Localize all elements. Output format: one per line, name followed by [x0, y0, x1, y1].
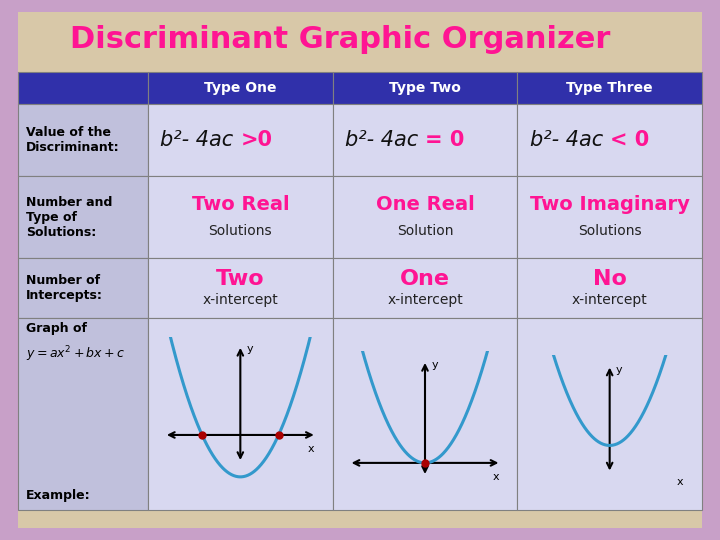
Bar: [333, 72, 518, 104]
Text: y: y: [247, 344, 253, 354]
Text: Type Three: Type Three: [567, 81, 653, 95]
Text: One Real: One Real: [376, 195, 474, 214]
Text: Type Two: Type Two: [389, 81, 461, 95]
Text: Two: Two: [216, 269, 265, 289]
Text: = 0: = 0: [425, 130, 464, 150]
Text: Type One: Type One: [204, 81, 276, 95]
Text: y: y: [616, 364, 623, 375]
Bar: [18, 176, 148, 258]
Bar: [518, 258, 702, 318]
Text: b²- 4ac: b²- 4ac: [530, 130, 610, 150]
Text: Value of the
Discriminant:: Value of the Discriminant:: [26, 126, 120, 154]
Text: Graph of: Graph of: [26, 322, 87, 335]
Bar: [148, 258, 333, 318]
Bar: [518, 318, 702, 510]
Bar: [148, 104, 333, 176]
Text: < 0: < 0: [610, 130, 649, 150]
Bar: [333, 258, 518, 318]
Bar: [18, 72, 148, 104]
Bar: [518, 176, 702, 258]
Text: y: y: [431, 360, 438, 369]
Text: x-intercept: x-intercept: [387, 293, 463, 307]
Text: x: x: [307, 444, 315, 454]
Text: b²- 4ac: b²- 4ac: [161, 130, 240, 150]
Text: x: x: [492, 471, 499, 482]
Text: Discriminant Graphic Organizer: Discriminant Graphic Organizer: [70, 25, 610, 55]
Bar: [18, 258, 148, 318]
Bar: [333, 318, 518, 510]
Bar: [518, 104, 702, 176]
Bar: [18, 104, 148, 176]
Bar: [148, 318, 333, 510]
Bar: [18, 318, 148, 510]
Bar: [148, 176, 333, 258]
Text: Example:: Example:: [26, 489, 91, 502]
Text: One: One: [400, 269, 450, 289]
Text: $y = ax^2 + bx + c$: $y = ax^2 + bx + c$: [26, 344, 125, 363]
Text: Two Imaginary: Two Imaginary: [530, 195, 690, 214]
Text: b²- 4ac: b²- 4ac: [345, 130, 425, 150]
Text: No: No: [593, 269, 626, 289]
Text: Two Real: Two Real: [192, 195, 289, 214]
Text: Solution: Solution: [397, 224, 454, 238]
Text: Number of
Intercepts:: Number of Intercepts:: [26, 274, 103, 302]
Text: >0: >0: [240, 130, 272, 150]
Text: x: x: [677, 477, 684, 487]
Bar: [148, 72, 333, 104]
Text: x-intercept: x-intercept: [572, 293, 647, 307]
Bar: [333, 176, 518, 258]
Text: x-intercept: x-intercept: [202, 293, 278, 307]
Text: Solutions: Solutions: [578, 224, 642, 238]
Bar: [518, 72, 702, 104]
Bar: [333, 104, 518, 176]
Text: Solutions: Solutions: [209, 224, 272, 238]
Text: Number and
Type of
Solutions:: Number and Type of Solutions:: [26, 195, 112, 239]
